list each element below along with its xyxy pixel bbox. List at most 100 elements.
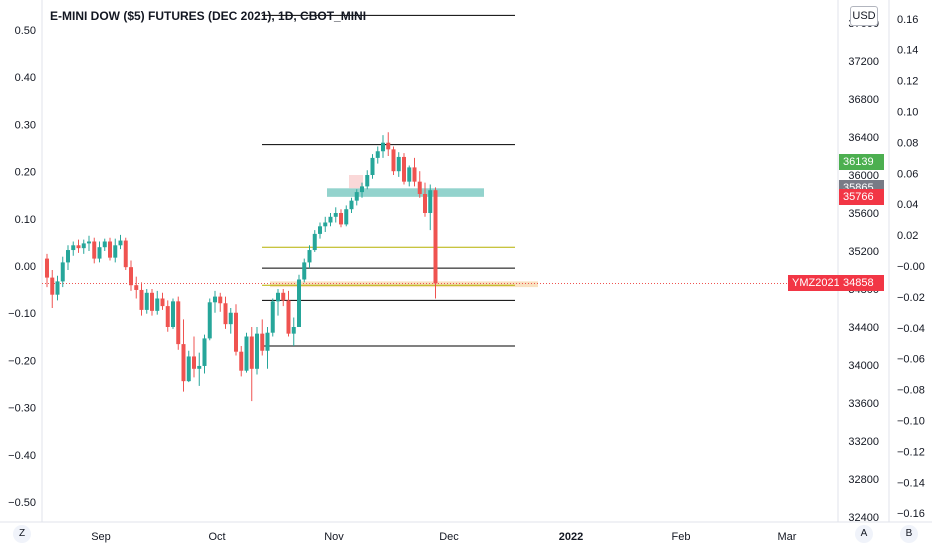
right-axis-tick: 0.12 (897, 76, 918, 88)
levels-layer (42, 14, 838, 347)
candle (134, 285, 139, 290)
price-axis-tick: 33600 (848, 398, 879, 410)
candle (45, 258, 49, 278)
candle (391, 149, 396, 172)
candle (276, 292, 280, 302)
price-axis-tick: 36000 (848, 170, 879, 182)
candle (412, 167, 417, 182)
right-axis-tick: −0.00 (897, 261, 925, 273)
candle (249, 336, 254, 369)
candle (139, 289, 144, 310)
orange-zone (270, 281, 538, 288)
right-axis-tick: 0.04 (897, 199, 918, 211)
candle (66, 250, 70, 263)
candle (92, 241, 97, 259)
candle (186, 356, 191, 382)
candle (402, 156, 406, 182)
candle (339, 213, 343, 225)
candle (354, 192, 359, 201)
price-axis-tick: 35600 (848, 208, 879, 220)
price-axis-tick: 32800 (848, 474, 879, 486)
candle (333, 213, 338, 217)
x-axis-tick: 2022 (559, 531, 583, 543)
candle (423, 194, 427, 213)
price-axis-tick: 36400 (848, 132, 879, 144)
candle (197, 365, 202, 369)
candle (323, 222, 328, 227)
right-axis-tick: −0.02 (897, 292, 925, 304)
candle (113, 245, 118, 258)
price-tag: 36139 (839, 153, 884, 170)
symbol-tag: YMZ2021 (788, 275, 844, 292)
right-axis-tick: 0.16 (897, 14, 918, 26)
left-axis-tick: 0.40 (15, 72, 36, 84)
candle (433, 190, 438, 284)
right-axis-tick: −0.10 (897, 416, 925, 428)
price-axis-tick: 35200 (848, 246, 879, 258)
right-axis-tick: 0.08 (897, 137, 918, 149)
candle (312, 233, 317, 251)
candle (281, 292, 286, 301)
right-axis-tick: 0.06 (897, 168, 918, 180)
axes-layer: 0.50 0.40 0.30 0.20 0.10 0.00 −0.10 −0.20 −0.30 −… (8, 14, 925, 543)
candle (181, 344, 186, 382)
zones-layer (270, 175, 538, 288)
right-axis-tick: −0.04 (897, 323, 925, 335)
candle (302, 262, 307, 280)
right-axis-tick: −0.12 (897, 446, 925, 458)
price-axis-tick: 34400 (848, 322, 879, 334)
timezone-button[interactable]: Z (13, 525, 31, 543)
candle (207, 302, 212, 339)
price-tag: 35766 (839, 189, 884, 206)
auto-scale-button[interactable]: A (855, 525, 873, 543)
candle (286, 300, 291, 334)
candle (71, 245, 76, 251)
left-axis-tick: −0.40 (8, 450, 36, 462)
candle (108, 241, 112, 258)
candle (118, 240, 123, 246)
left-axis-tick: −0.20 (8, 355, 36, 367)
candle (318, 226, 322, 234)
candle (396, 156, 401, 172)
left-axis-tick: 0.50 (15, 25, 36, 37)
candle (381, 142, 385, 152)
price-axis-tick: 33200 (848, 436, 879, 448)
candle (365, 175, 370, 187)
candle (218, 296, 223, 304)
candle (81, 243, 86, 249)
candle (192, 356, 196, 369)
candle (307, 250, 312, 263)
x-axis-tick: Oct (208, 531, 225, 543)
candle (60, 262, 65, 282)
candle (155, 298, 160, 311)
candle (428, 190, 433, 213)
x-axis-tick: Mar (778, 531, 797, 543)
candle (270, 301, 275, 333)
candles-layer (45, 132, 438, 402)
left-axis-tick: −0.50 (8, 497, 36, 509)
candle (360, 186, 364, 193)
candle (407, 167, 412, 182)
candle (255, 333, 259, 369)
candle (171, 301, 175, 327)
currency-button[interactable]: USD (850, 6, 878, 26)
left-axis-tick: 0.20 (15, 167, 36, 179)
candle (123, 240, 128, 268)
candle (55, 281, 60, 295)
candle (239, 351, 244, 371)
right-axis-tick: −0.06 (897, 354, 925, 366)
log-scale-button[interactable]: B (900, 525, 918, 543)
candle (417, 181, 422, 194)
price-axis-tick: 32400 (848, 512, 879, 524)
price-axis-tick: 37200 (848, 56, 879, 68)
x-axis-tick: Nov (324, 531, 344, 543)
candle (144, 292, 149, 310)
candle (160, 298, 165, 307)
candle (50, 277, 55, 295)
plot-area (0, 0, 932, 523)
price-axis-tick: 36800 (848, 94, 879, 106)
right-axis-tick: −0.14 (897, 477, 925, 489)
left-axis-tick: −0.30 (8, 403, 36, 415)
candle (97, 247, 102, 259)
